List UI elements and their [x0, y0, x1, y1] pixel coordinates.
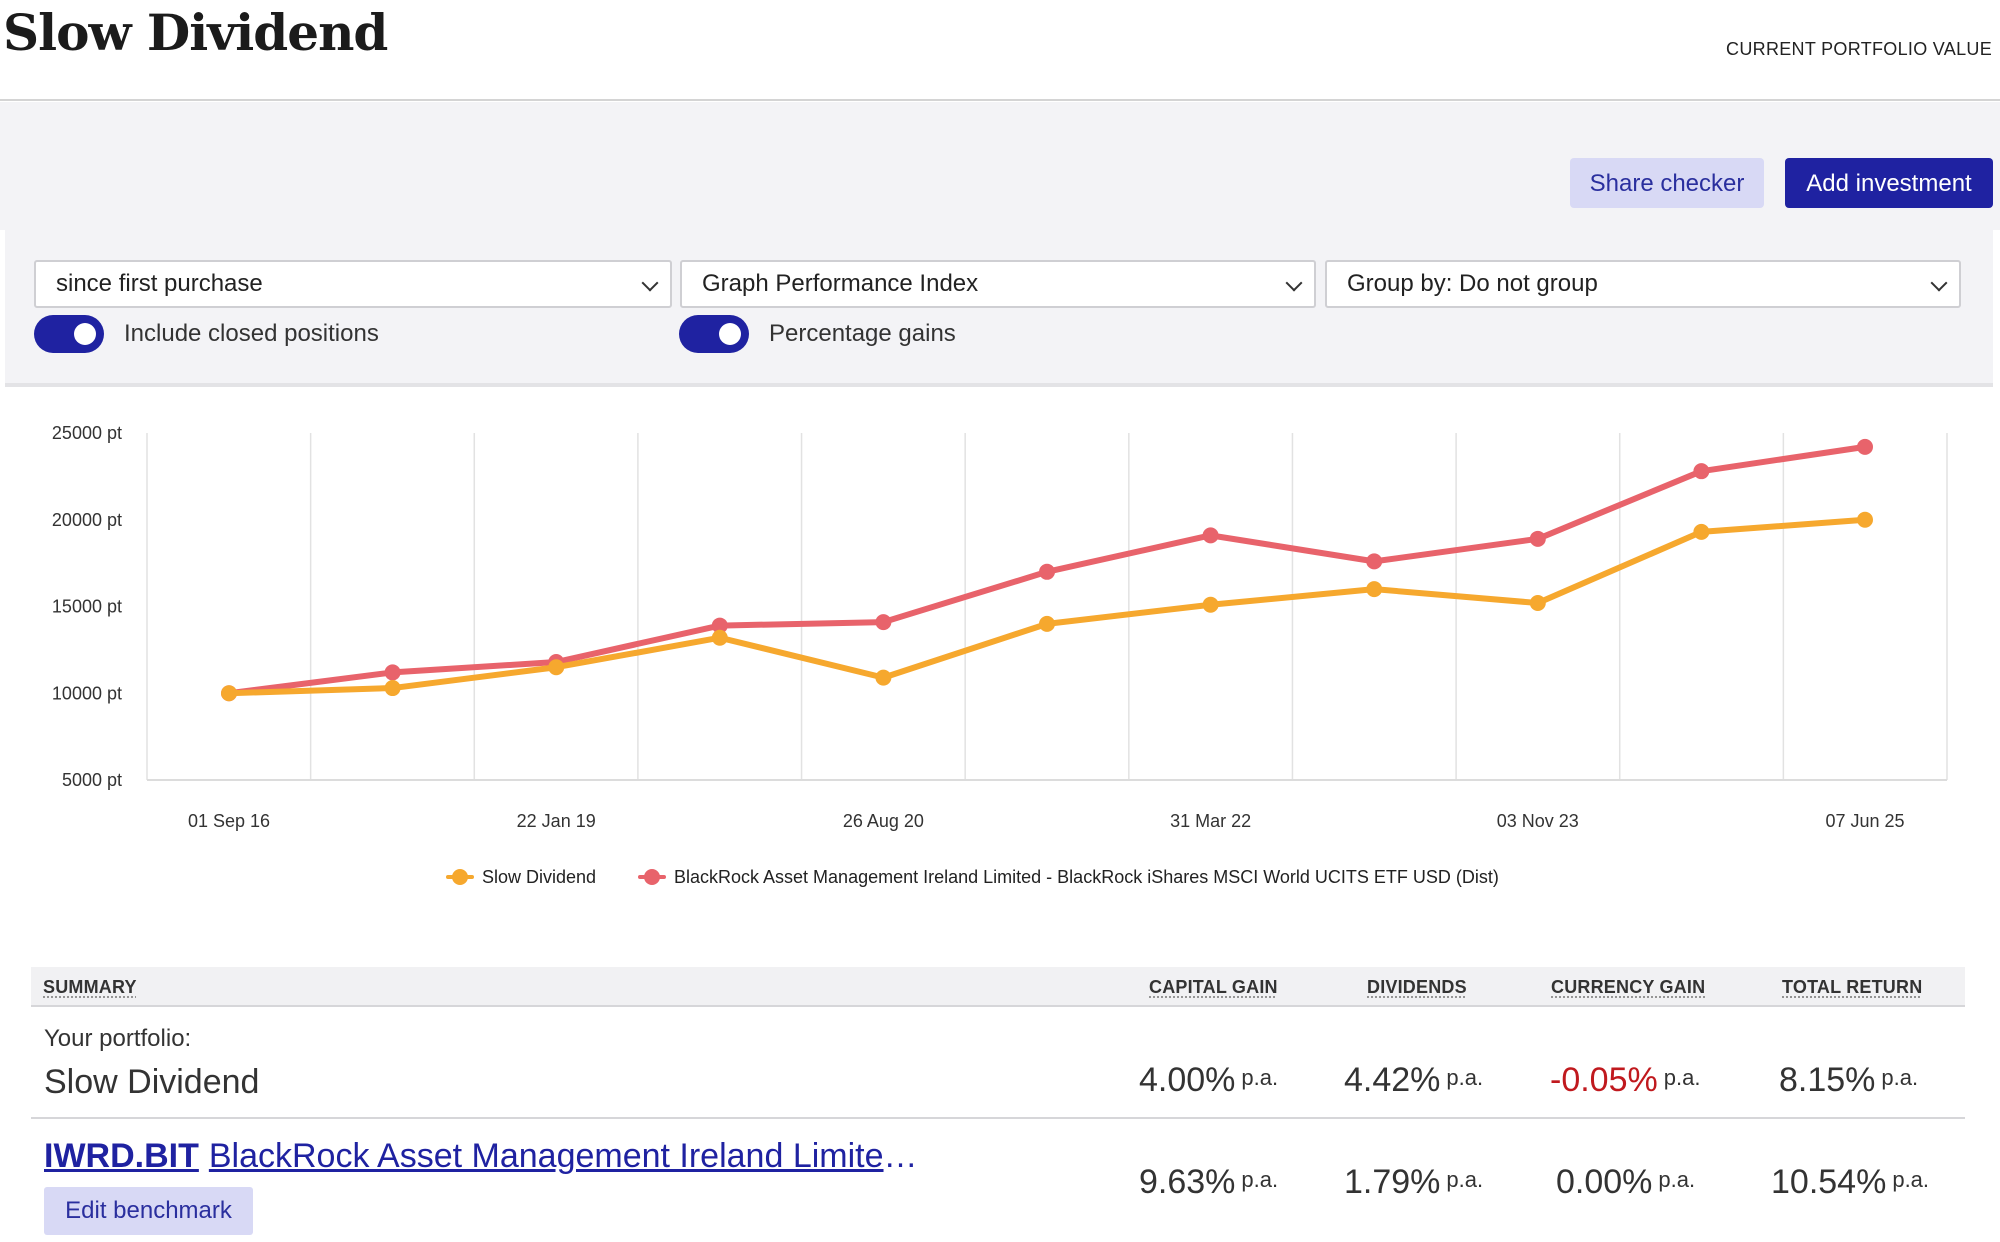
x-tick-label: 31 Mar 22: [1170, 811, 1251, 831]
row-divider: [31, 1117, 1965, 1119]
summary-header-row: SUMMARY CAPITAL GAIN DIVIDENDS CURRENCY …: [31, 967, 1965, 1007]
legend-marker-icon: [446, 868, 474, 886]
app-header: Slow Dividend CURRENT PORTFOLIO VALUE: [0, 0, 2000, 101]
data-point[interactable]: [1857, 438, 1873, 455]
data-point[interactable]: [1202, 527, 1219, 544]
summary-column-header: SUMMARY: [43, 977, 137, 997]
portfolio-currency-gain: -0.05% p.a.: [1550, 1061, 1701, 1099]
data-point[interactable]: [1039, 563, 1055, 580]
performance-chart-svg: 25000 pt 20000 pt 15000 pt 10000 pt 5000 pt 0…: [52, 423, 1948, 831]
graph-type-select[interactable]: Graph Performance Index: [680, 260, 1316, 308]
share-checker-button[interactable]: Share checker: [1570, 158, 1764, 208]
data-point[interactable]: [548, 659, 565, 676]
currency-gain-column-header[interactable]: CURRENCY GAIN: [1551, 977, 1706, 997]
legend-marker-icon: [638, 868, 666, 886]
current-portfolio-value-label: CURRENT PORTFOLIO VALUE: [1726, 39, 1992, 59]
portfolio-name: Slow Dividend: [44, 1063, 260, 1101]
include-closed-positions-label: Include closed positions: [124, 320, 379, 347]
legend-item-portfolio[interactable]: Slow Dividend: [446, 865, 596, 889]
y-tick-label: 5000 pt: [62, 770, 122, 790]
percentage-gains-toggle[interactable]: [679, 315, 749, 353]
x-tick-label: 03 Nov 23: [1497, 811, 1579, 831]
portfolio-dividends: 4.42% p.a.: [1344, 1061, 1484, 1099]
benchmark-currency-gain: 0.00% p.a.: [1556, 1163, 1696, 1201]
chevron-down-icon: [641, 274, 659, 292]
data-point[interactable]: [711, 617, 728, 634]
portfolio-capital-gain: 4.00% p.a.: [1139, 1061, 1279, 1099]
period-select[interactable]: since first purchase: [34, 260, 672, 308]
capital-gain-column-header[interactable]: CAPITAL GAIN: [1149, 977, 1278, 997]
performance-chart: 25000 pt 20000 pt 15000 pt 10000 pt 5000 pt 0…: [0, 391, 2000, 951]
data-point[interactable]: [1529, 530, 1546, 547]
legend-item-benchmark[interactable]: BlackRock Asset Management Ireland Limit…: [638, 865, 1499, 889]
legend-label: Slow Dividend: [482, 867, 597, 887]
data-point[interactable]: [711, 629, 728, 646]
edit-benchmark-button[interactable]: Edit benchmark: [44, 1187, 253, 1235]
x-tick-label: 26 Aug 20: [843, 811, 924, 831]
x-tick-label: 22 Jan 19: [517, 811, 596, 831]
data-point[interactable]: [875, 669, 892, 686]
group-by-select[interactable]: Group by: Do not group: [1325, 260, 1961, 308]
data-point[interactable]: [1039, 615, 1055, 632]
y-tick-label: 25000 pt: [52, 423, 122, 443]
data-point[interactable]: [1529, 595, 1546, 612]
chevron-down-icon: [1930, 274, 1948, 292]
benchmark-link[interactable]: IWRD.BIT BlackRock Asset Management Irela…: [44, 1137, 924, 1176]
portfolio-brand-title[interactable]: Slow Dividend: [3, 3, 388, 62]
period-select-value: since first purchase: [56, 270, 263, 297]
total-return-column-header[interactable]: TOTAL RETURN: [1782, 977, 1923, 997]
dividends-column-header[interactable]: DIVIDENDS: [1367, 977, 1467, 997]
benchmark-dividends: 1.79% p.a.: [1344, 1163, 1484, 1201]
data-point[interactable]: [1693, 463, 1710, 480]
benchmark-ticker-link[interactable]: IWRD.BIT: [44, 1137, 199, 1175]
data-point[interactable]: [1857, 511, 1873, 528]
data-point[interactable]: [384, 664, 401, 681]
benchmark-capital-gain: 9.63% p.a.: [1139, 1163, 1279, 1201]
toggle-knob: [74, 323, 96, 345]
data-point[interactable]: [384, 680, 401, 697]
include-closed-positions-toggle[interactable]: [34, 315, 104, 353]
data-point[interactable]: [875, 614, 892, 631]
data-point[interactable]: [1202, 596, 1219, 613]
data-point[interactable]: [1693, 523, 1710, 540]
graph-type-select-value: Graph Performance Index: [702, 270, 979, 297]
data-point[interactable]: [221, 685, 237, 702]
filter-panel: [5, 230, 1993, 387]
legend-label: BlackRock Asset Management Ireland Limit…: [674, 867, 1499, 887]
percentage-gains-label: Percentage gains: [769, 320, 956, 347]
portfolio-total-return: 8.15% p.a.: [1779, 1061, 1919, 1099]
data-point[interactable]: [1366, 581, 1383, 598]
data-point[interactable]: [1366, 553, 1383, 570]
y-tick-label: 10000 pt: [52, 683, 122, 703]
add-investment-button[interactable]: Add investment: [1785, 158, 1993, 208]
your-portfolio-label: Your portfolio:: [44, 1025, 192, 1052]
toggle-knob: [719, 323, 741, 345]
x-tick-label: 07 Jun 25: [1825, 811, 1904, 831]
group-by-select-value: Group by: Do not group: [1347, 270, 1598, 297]
y-tick-label: 20000 pt: [52, 510, 122, 530]
y-tick-label: 15000 pt: [52, 597, 122, 617]
benchmark-name-link[interactable]: BlackRock Asset Management Ireland Limit…: [208, 1137, 924, 1175]
benchmark-total-return: 10.54% p.a.: [1771, 1163, 1930, 1201]
chart-legend: Slow Dividend BlackRock Asset Management…: [0, 865, 2000, 895]
chevron-down-icon: [1285, 274, 1303, 292]
x-tick-label: 01 Sep 16: [188, 811, 270, 831]
